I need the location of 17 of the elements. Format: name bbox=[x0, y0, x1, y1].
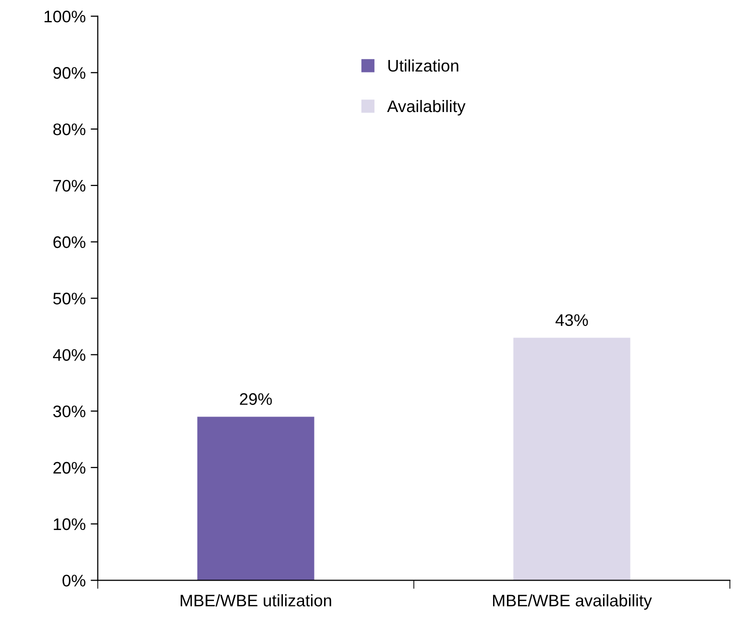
y-tick-label: 60% bbox=[53, 236, 86, 248]
y-tick-label: 50% bbox=[53, 292, 86, 304]
y-tick-label: 40% bbox=[52, 349, 86, 361]
legend-label: Utilization bbox=[388, 59, 458, 72]
x-tick-label: MBE/WBE availability bbox=[493, 594, 652, 610]
y-tick-label: 80% bbox=[53, 123, 86, 136]
y-tick-label: 30% bbox=[53, 405, 86, 418]
y-tick-label: 100% bbox=[44, 10, 86, 22]
y-tick-label: 0% bbox=[62, 574, 86, 587]
x-tick-label: MBE/WBE utilization bbox=[180, 594, 332, 606]
y-tick-label: 20% bbox=[53, 462, 86, 474]
y-tick-label: 90% bbox=[53, 67, 86, 79]
y-tick-label: 70% bbox=[53, 180, 86, 192]
legend-label: Availability bbox=[387, 100, 466, 116]
data-label: 43% bbox=[556, 314, 588, 326]
y-tick-label: 10% bbox=[54, 518, 86, 530]
data-label: 29% bbox=[240, 393, 272, 405]
